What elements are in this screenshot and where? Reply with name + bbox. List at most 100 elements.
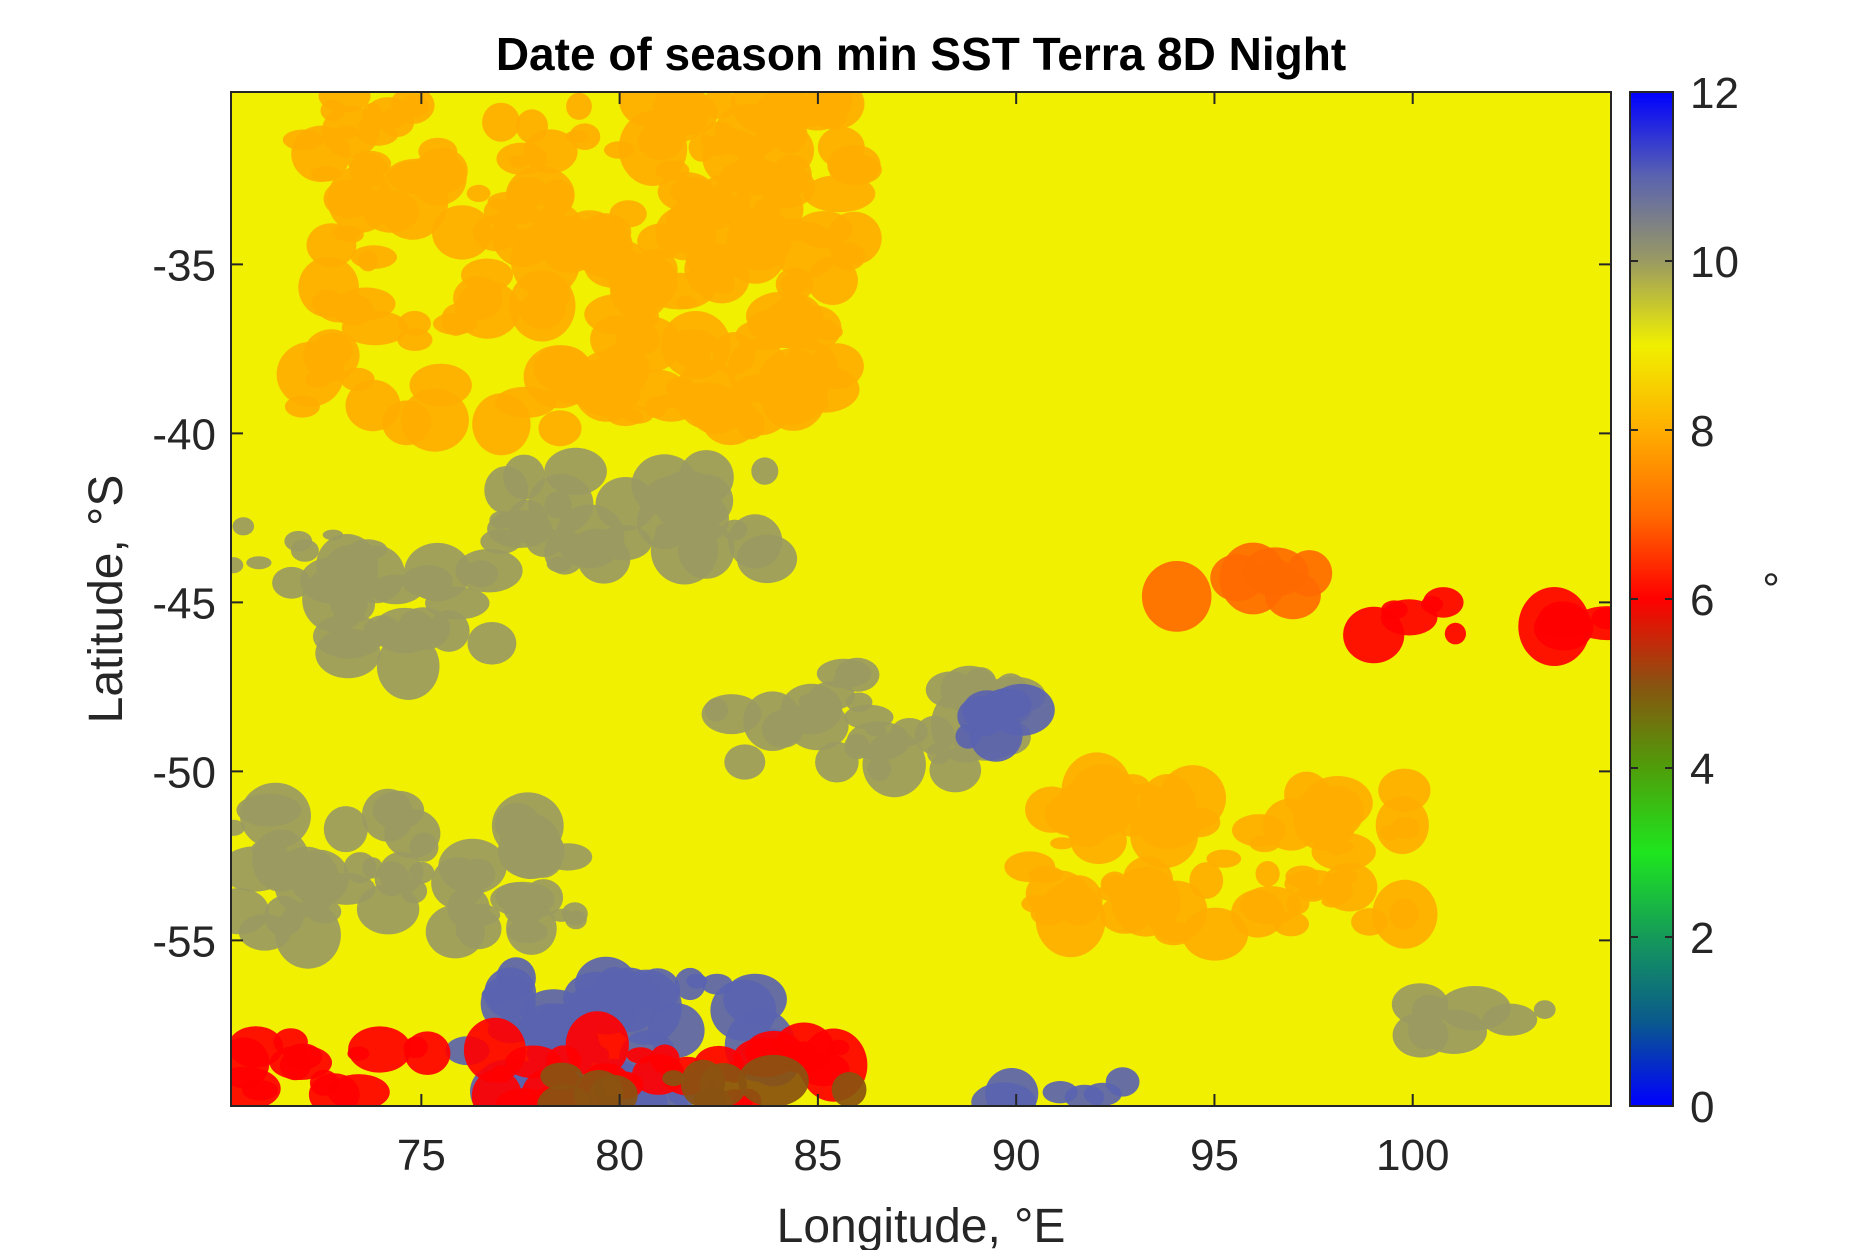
heatmap-cell: [313, 332, 353, 369]
chart-title: Date of season min SST Terra 8D Night: [496, 28, 1346, 80]
heatmap-cell: [523, 839, 563, 878]
heatmap-cell: [637, 305, 659, 329]
heatmap-cell: [279, 1051, 311, 1081]
heatmap-cell: [891, 718, 928, 746]
heatmap-cell: [491, 1065, 513, 1083]
heatmap-cell: [1206, 849, 1242, 868]
heatmap-cell: [418, 137, 458, 165]
heatmap-cell: [927, 742, 951, 765]
heatmap-cell: [310, 165, 342, 182]
heatmap-cell: [409, 151, 467, 206]
heatmap-cell: [374, 861, 410, 897]
heatmap-cell: [710, 979, 777, 1041]
heatmap-cell: [306, 899, 342, 924]
heatmap-cell: [647, 1003, 705, 1058]
heatmap-cell: [831, 1072, 867, 1106]
colorbar: 0 2 4 6 8 10 12 °: [1629, 69, 1780, 1132]
heatmap-cell: [1389, 898, 1419, 930]
heatmap-cell: [508, 155, 530, 168]
heatmap-cell: [1065, 802, 1110, 848]
heatmap-cell: [323, 179, 376, 219]
heatmap-cell: [242, 1080, 278, 1101]
heatmap-cell: [1025, 786, 1078, 833]
heatmap-cell: [398, 310, 431, 337]
heatmap-cell: [635, 968, 680, 1012]
heatmap-cell: [315, 628, 381, 679]
heatmap-cell: [572, 350, 641, 422]
heatmap-cell: [432, 205, 492, 260]
heatmap-cell: [1573, 606, 1611, 641]
heatmap-cell: [402, 565, 453, 598]
heatmap-cell: [489, 511, 512, 529]
heatmap-cell: [738, 1054, 809, 1106]
heatmap-cell: [480, 529, 522, 554]
heatmap-cell: [231, 819, 245, 836]
colorbar-tick-label: 0: [1690, 1083, 1714, 1132]
heatmap-cell: [809, 681, 855, 711]
y-tick-label: -35: [152, 241, 216, 290]
heatmap-cell: [306, 223, 357, 267]
y-tick-label: -45: [152, 579, 216, 628]
heatmap-cell: [699, 1063, 747, 1106]
heatmap-cell: [831, 242, 866, 271]
heatmap-cell: [484, 967, 537, 1019]
heatmap-cell: [472, 393, 531, 456]
heatmap-cell: [731, 92, 799, 134]
heatmap-cells: [231, 92, 1611, 1106]
heatmap-cell: [347, 539, 388, 560]
heatmap-cell: [1312, 786, 1364, 838]
x-axis-label: Longitude, °E: [777, 1200, 1066, 1250]
heatmap-cell: [702, 129, 765, 187]
heatmap-cell: [323, 806, 368, 853]
heatmap-cell: [767, 357, 799, 384]
heatmap-cell: [540, 1062, 583, 1091]
heatmap-cell: [321, 105, 380, 159]
heatmap-cell: [526, 527, 563, 557]
heatmap-cell: [637, 493, 693, 550]
heatmap-cell: [246, 556, 272, 570]
heatmap-cell: [1438, 986, 1511, 1031]
heatmap-cell: [1533, 1000, 1556, 1019]
heatmap-cell: [318, 297, 361, 323]
heatmap-cell: [457, 903, 501, 927]
heatmap-cell: [1285, 865, 1320, 888]
heatmap-cell: [713, 275, 736, 294]
heatmap-cell: [736, 534, 798, 584]
heatmap-cell: [400, 95, 429, 118]
heatmap-cell: [343, 577, 377, 595]
heatmap-cell: [231, 557, 244, 574]
heatmap-cell: [565, 130, 589, 144]
heatmap-cell: [867, 757, 892, 782]
heatmap-cell: [645, 272, 715, 310]
heatmap-cell: [290, 539, 319, 562]
heatmap-cell: [539, 216, 600, 274]
heatmap-cell: [751, 457, 779, 485]
heatmap-cell: [1380, 824, 1401, 841]
heatmap-cell: [537, 1084, 593, 1106]
heatmap-cell: [544, 447, 607, 495]
heatmap-cell: [761, 710, 804, 748]
heatmap-cell: [555, 504, 625, 569]
heatmap-cell: [508, 270, 576, 342]
heatmap-cell: [343, 852, 377, 884]
heatmap-cell: [1408, 1010, 1444, 1050]
x-tick-label: 85: [793, 1131, 842, 1180]
heatmap-cell: [466, 184, 491, 202]
heatmap-cell: [441, 303, 471, 336]
colorbar-tick-label: 4: [1690, 745, 1714, 794]
heatmap-cell: [238, 914, 291, 951]
heatmap-cell: [650, 1044, 680, 1074]
heatmap-cell: [1286, 550, 1333, 597]
x-tick-label: 75: [397, 1131, 446, 1180]
y-axis-label: Latitude, °S: [80, 475, 133, 724]
heatmap-cell: [273, 1028, 308, 1056]
heatmap-cell: [1181, 907, 1249, 961]
heatmap-cell: [780, 273, 809, 295]
heatmap-cell: [484, 466, 529, 515]
colorbar-label: °: [1762, 565, 1780, 614]
heatmap-cell: [322, 529, 344, 541]
heatmap-cell: [1444, 622, 1466, 645]
heatmap-cell: [962, 690, 1013, 732]
heatmap-cell: [327, 1074, 390, 1106]
